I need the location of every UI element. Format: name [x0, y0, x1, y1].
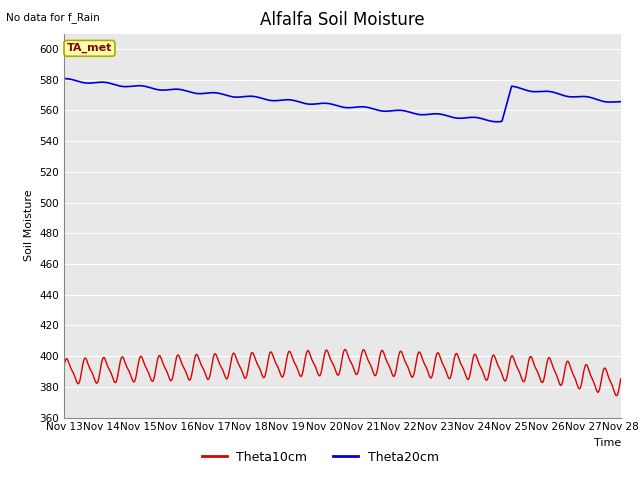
Theta10cm	[428, 375, 435, 381]
Theta20cm	[185, 89, 193, 95]
Theta20cm	[411, 111, 419, 117]
Title: Alfalfa Soil Moisture: Alfalfa Soil Moisture	[260, 11, 425, 29]
Theta10cm	[617, 376, 625, 382]
Text: No data for f_Rain: No data for f_Rain	[6, 12, 100, 23]
Theta10cm	[411, 367, 419, 373]
Theta20cm	[617, 99, 625, 105]
Legend: Theta10cm, Theta20cm: Theta10cm, Theta20cm	[196, 446, 444, 469]
Text: TA_met: TA_met	[67, 43, 112, 53]
Theta10cm	[214, 355, 221, 360]
Theta20cm	[61, 76, 68, 82]
Theta10cm	[70, 372, 78, 377]
Theta20cm	[428, 111, 435, 117]
Theta10cm	[341, 347, 349, 352]
Theta20cm	[128, 84, 136, 89]
Theta20cm	[493, 119, 500, 125]
Theta10cm	[612, 393, 620, 398]
X-axis label: Time: Time	[593, 438, 621, 448]
Y-axis label: Soil Moisture: Soil Moisture	[24, 190, 34, 262]
Line: Theta20cm: Theta20cm	[64, 79, 621, 122]
Theta10cm	[60, 363, 68, 369]
Theta20cm	[71, 77, 79, 83]
Theta20cm	[214, 90, 222, 96]
Line: Theta10cm: Theta10cm	[64, 349, 621, 396]
Theta10cm	[184, 375, 192, 381]
Theta20cm	[60, 76, 68, 82]
Theta10cm	[127, 374, 135, 380]
